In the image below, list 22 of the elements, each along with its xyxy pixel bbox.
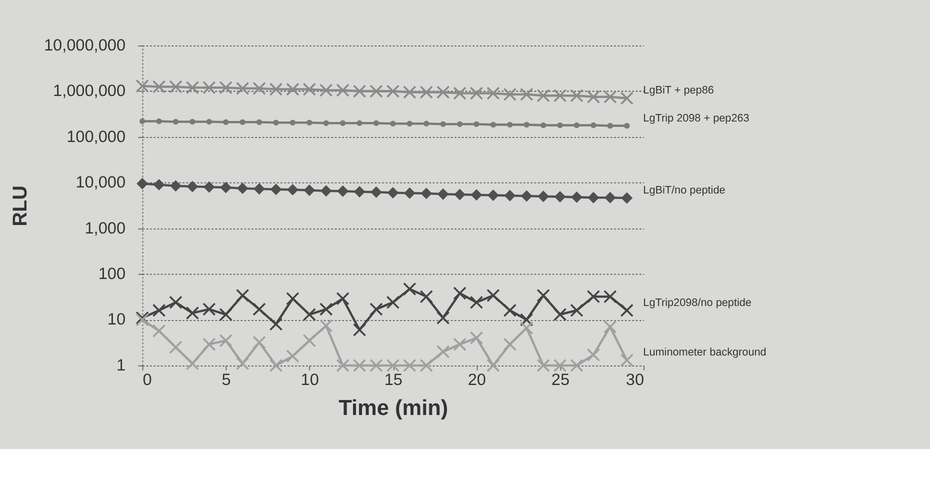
x-tick-label: 5 — [222, 370, 231, 389]
x-tick-label: 10 — [300, 370, 319, 389]
series-label: LgTrip2098/no peptide — [643, 296, 752, 309]
y-tick-label: 10 — [107, 310, 126, 329]
y-tick-label: 100,000 — [66, 128, 126, 146]
series-label: LgTrip 2098 + pep263 — [643, 112, 750, 124]
y-tick-label: 1 — [116, 356, 126, 374]
y-axis-title: RLU — [10, 185, 32, 226]
y-tick-label: 10,000 — [76, 174, 126, 192]
y-tick-label: 1,000,000 — [53, 82, 126, 100]
x-tick-label: 25 — [551, 370, 570, 389]
x-axis-title: Time (min) — [338, 394, 448, 420]
series-label: Luminometer background — [643, 346, 766, 359]
series-label: LgBiT/no peptide — [643, 184, 726, 196]
x-tick-label: 20 — [468, 370, 486, 389]
series-label: LgBiT + pep86 — [643, 84, 714, 97]
x-tick-label: 0 — [142, 370, 152, 389]
x-tick-label: 15 — [384, 370, 402, 389]
y-tick-label: 10,000,000 — [44, 36, 126, 54]
y-tick-label: 1,000 — [84, 219, 126, 238]
x-tick-label: 30 — [626, 370, 644, 389]
y-tick-label: 100 — [98, 265, 126, 284]
